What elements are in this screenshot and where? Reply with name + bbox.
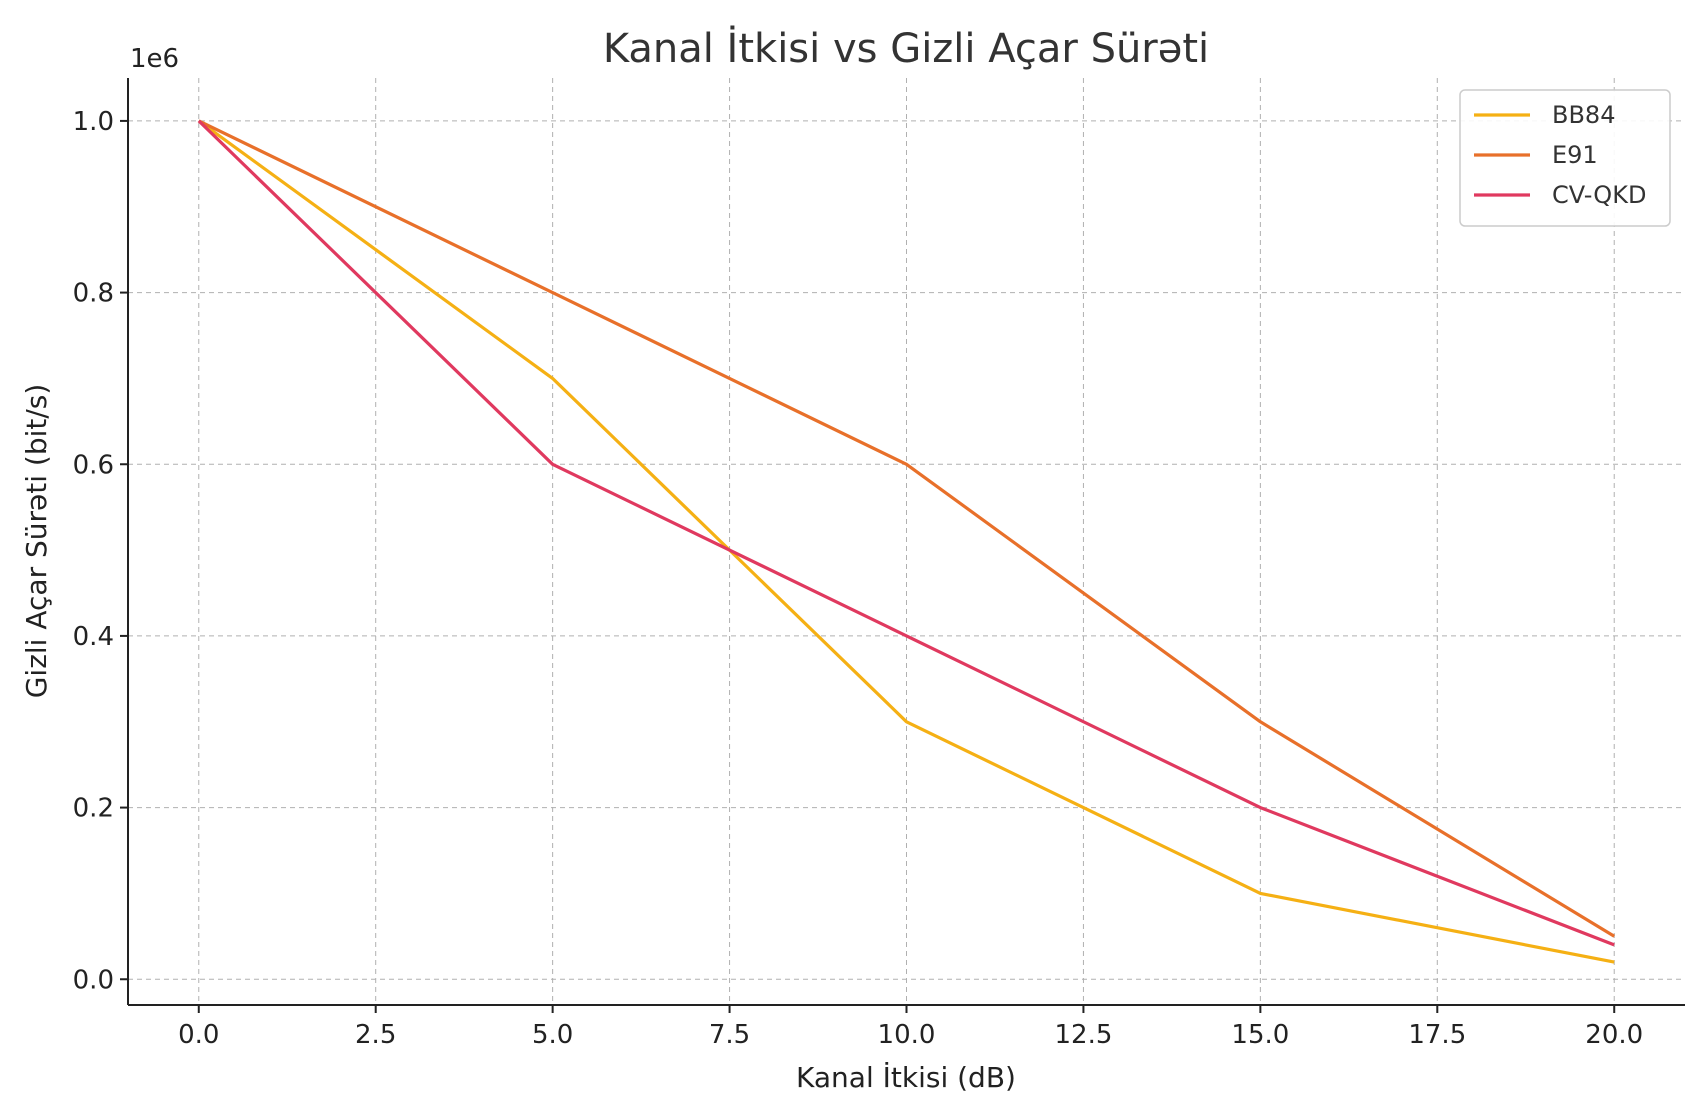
x-tick-label: 2.5	[355, 1020, 396, 1050]
y-tick-label: 1.0	[73, 107, 114, 137]
x-tick-label: 5.0	[532, 1020, 573, 1050]
x-tick-label: 17.5	[1408, 1020, 1466, 1050]
y-tick-label: 0.8	[73, 279, 114, 309]
y-tick-label: 0.4	[73, 622, 114, 652]
y-tick-label: 0.6	[73, 450, 114, 480]
series-lines	[197, 119, 1616, 964]
x-tick-label: 0.0	[178, 1020, 219, 1050]
legend-label-bb84: BB84	[1552, 101, 1615, 129]
grid	[128, 78, 1685, 1005]
y-tick-label: 0.2	[73, 794, 114, 824]
y-offset-label: 1e6	[130, 44, 179, 74]
x-axis-label: Kanal İtkisi (dB)	[796, 1061, 1016, 1094]
x-tick-label: 12.5	[1054, 1020, 1112, 1050]
legend-label-cv-qkd: CV-QKD	[1552, 181, 1646, 209]
legend: BB84 E91 CV-QKD	[1459, 89, 1671, 227]
x-ticks: 0.0 2.5 5.0 7.5 10.0 12.5 15.0 17.5 20.0	[178, 1005, 1643, 1050]
legend-box	[1459, 89, 1671, 227]
x-tick-label: 20.0	[1585, 1020, 1643, 1050]
y-ticks: 0.0 0.2 0.4 0.6 0.8 1.0	[73, 107, 128, 995]
x-tick-label: 7.5	[709, 1020, 750, 1050]
series-line-bb84	[197, 119, 1615, 964]
series-line-cv-qkd	[197, 119, 1615, 947]
chart-title: Kanal İtkisi vs Gizli Açar Sürəti	[603, 24, 1209, 72]
x-tick-label: 15.0	[1231, 1020, 1289, 1050]
y-axis-label: Gizli Açar Sürəti (bit/s)	[20, 384, 53, 699]
x-tick-label: 10.0	[878, 1020, 936, 1050]
series-line-e91	[198, 119, 1616, 938]
y-tick-label: 0.0	[73, 965, 114, 995]
legend-label-e91: E91	[1552, 141, 1598, 169]
